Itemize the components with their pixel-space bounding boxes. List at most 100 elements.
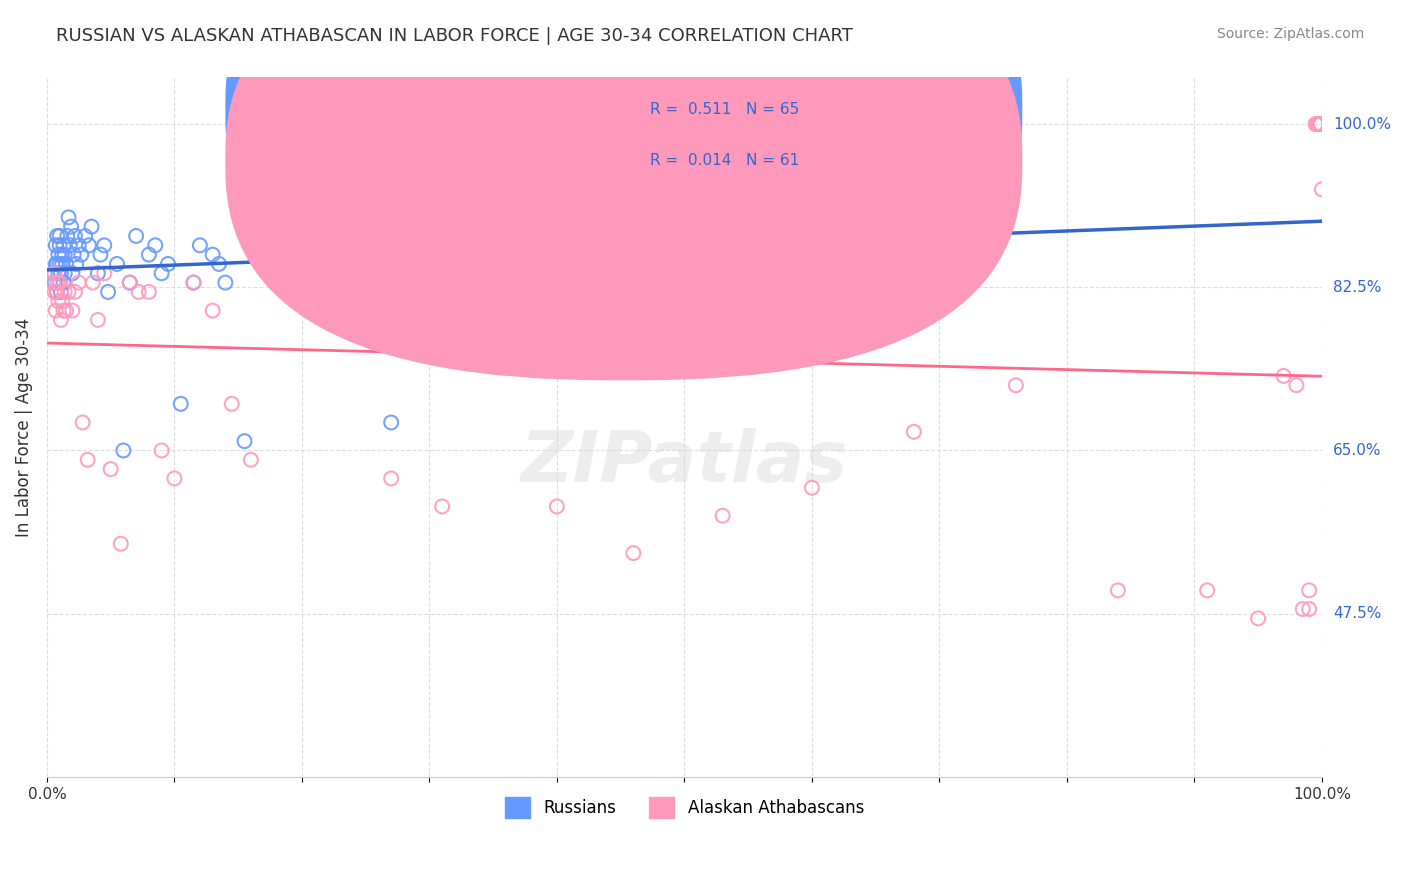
Point xyxy=(42,276,65,290)
Point xyxy=(53,247,76,261)
Point xyxy=(749,238,772,252)
Text: RUSSIAN VS ALASKAN ATHABASCAN IN LABOR FORCE | AGE 30-34 CORRELATION CHART: RUSSIAN VS ALASKAN ATHABASCAN IN LABOR F… xyxy=(56,27,853,45)
Text: 82.5%: 82.5% xyxy=(1333,280,1381,294)
Point xyxy=(304,266,326,280)
Point xyxy=(45,238,67,252)
Point xyxy=(87,313,110,327)
Point xyxy=(100,462,122,476)
Point xyxy=(156,257,179,271)
Point xyxy=(1272,368,1295,383)
Point xyxy=(208,257,231,271)
Point xyxy=(259,229,281,244)
Point xyxy=(44,276,66,290)
Point xyxy=(105,257,128,271)
Point xyxy=(1309,117,1331,131)
Point xyxy=(97,285,120,299)
Point xyxy=(1298,602,1320,616)
Point xyxy=(60,303,83,318)
Point xyxy=(621,546,644,560)
Point xyxy=(48,257,70,271)
Point xyxy=(150,266,173,280)
Point xyxy=(44,285,66,299)
Point xyxy=(48,276,70,290)
Point xyxy=(1306,117,1329,131)
Point xyxy=(49,266,72,280)
Point xyxy=(342,229,364,244)
Point xyxy=(118,276,141,290)
Point xyxy=(63,285,86,299)
Point xyxy=(201,247,224,261)
Text: R =  0.511   N = 65: R = 0.511 N = 65 xyxy=(650,102,799,117)
Point xyxy=(1309,117,1331,131)
Point xyxy=(75,229,97,244)
Point xyxy=(67,276,90,290)
Point xyxy=(63,229,86,244)
Point xyxy=(278,238,301,252)
Point xyxy=(482,285,505,299)
Point xyxy=(93,238,115,252)
Point xyxy=(1306,117,1329,131)
Point xyxy=(55,303,77,318)
FancyBboxPatch shape xyxy=(225,0,1022,380)
Point xyxy=(76,452,98,467)
Point xyxy=(46,257,69,271)
Point xyxy=(48,247,70,261)
Point xyxy=(48,276,70,290)
Point xyxy=(1308,117,1330,131)
Point xyxy=(62,247,84,261)
Point xyxy=(150,443,173,458)
Point xyxy=(201,303,224,318)
Point xyxy=(58,285,80,299)
Point xyxy=(49,313,72,327)
Point xyxy=(60,219,83,234)
Point xyxy=(53,266,76,280)
Point xyxy=(46,285,69,299)
Point xyxy=(70,247,93,261)
Point xyxy=(546,500,568,514)
Point xyxy=(1197,583,1219,598)
Point xyxy=(112,443,135,458)
Point xyxy=(72,416,94,430)
Point xyxy=(48,294,70,309)
FancyBboxPatch shape xyxy=(589,98,907,193)
Text: 65.0%: 65.0% xyxy=(1333,443,1382,458)
Point xyxy=(342,266,364,280)
Point xyxy=(46,229,69,244)
Point xyxy=(163,471,186,485)
Point xyxy=(596,219,619,234)
Point xyxy=(48,266,70,280)
Point xyxy=(138,247,160,261)
Point xyxy=(59,238,82,252)
Point xyxy=(138,285,160,299)
Point xyxy=(183,276,205,290)
Point xyxy=(82,276,104,290)
Point xyxy=(239,452,262,467)
Point xyxy=(53,285,76,299)
FancyBboxPatch shape xyxy=(225,0,1022,329)
Point xyxy=(128,285,150,299)
Point xyxy=(110,537,132,551)
Point xyxy=(51,247,73,261)
Point xyxy=(711,508,734,523)
Point xyxy=(183,276,205,290)
Text: R =  0.014   N = 61: R = 0.014 N = 61 xyxy=(650,153,799,169)
Point xyxy=(1292,602,1315,616)
Text: Source: ZipAtlas.com: Source: ZipAtlas.com xyxy=(1216,27,1364,41)
Point xyxy=(430,500,453,514)
Point xyxy=(67,238,90,252)
Point xyxy=(520,257,543,271)
Point xyxy=(425,238,447,252)
Point xyxy=(48,229,70,244)
Point xyxy=(304,294,326,309)
Point xyxy=(1247,611,1270,625)
Point xyxy=(52,276,75,290)
Point xyxy=(800,481,823,495)
Point xyxy=(259,266,281,280)
Point xyxy=(1107,583,1129,598)
Point xyxy=(143,238,166,252)
Point xyxy=(278,266,301,280)
Point xyxy=(233,434,256,449)
Legend: Russians, Alaskan Athabascans: Russians, Alaskan Athabascans xyxy=(498,791,870,824)
Point xyxy=(44,266,66,280)
Text: 100.0%: 100.0% xyxy=(1333,117,1391,131)
